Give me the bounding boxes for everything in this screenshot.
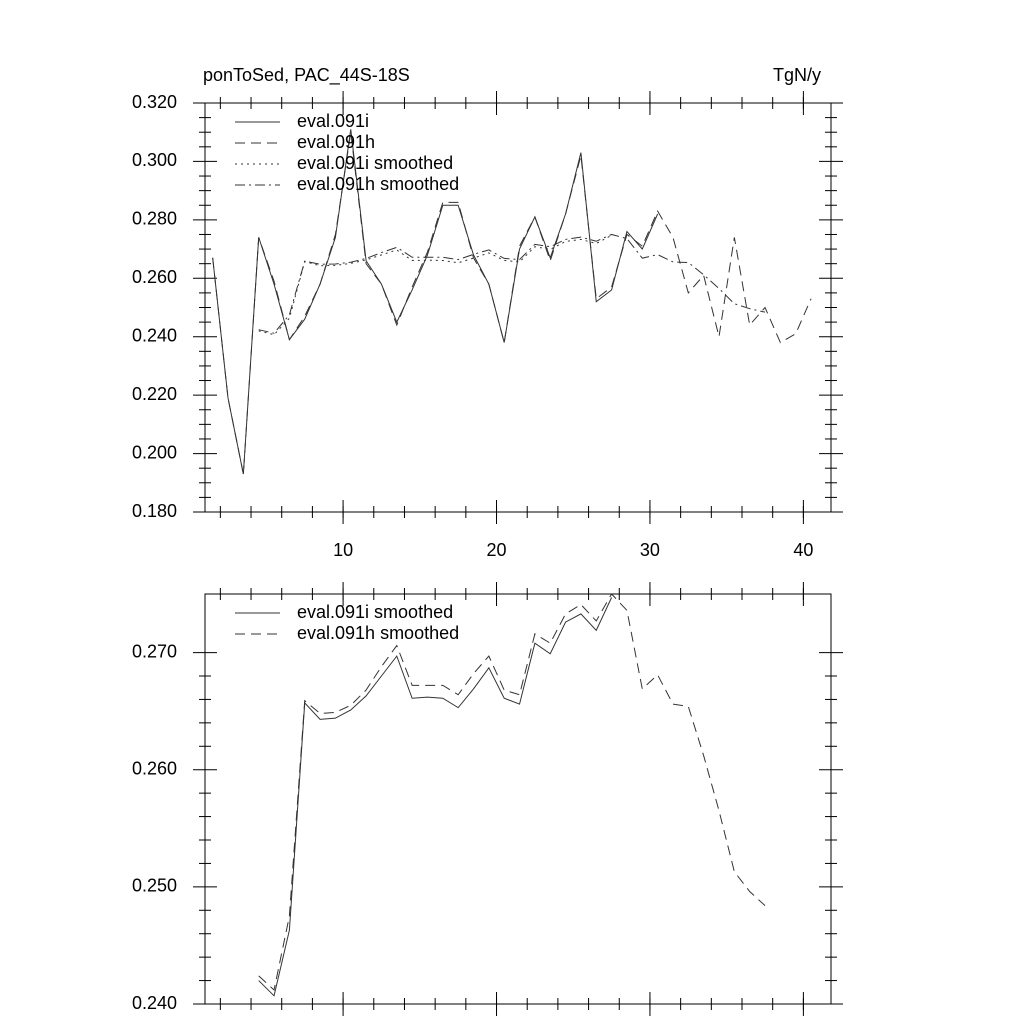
y-tick-label: 0.200 <box>132 442 177 462</box>
y-tick-label: 0.260 <box>132 267 177 287</box>
legend-label: eval.091i smoothed <box>297 153 453 173</box>
legend-label: eval.091i <box>297 111 369 131</box>
legend-label: eval.091h smoothed <box>297 174 459 194</box>
legend-label: eval.091h smoothed <box>297 623 459 643</box>
legend-label: eval.091i smoothed <box>297 602 453 622</box>
series-line <box>258 593 766 991</box>
series-line <box>258 597 613 997</box>
y-tick-label: 0.240 <box>132 325 177 345</box>
y-tick-label: 0.240 <box>132 993 177 1013</box>
x-tick-label: 30 <box>640 540 660 560</box>
y-tick-label: 0.220 <box>132 384 177 404</box>
y-tick-label: 0.270 <box>132 641 177 661</box>
legend-label: eval.091h <box>297 132 375 152</box>
plot-frame <box>204 593 832 1005</box>
x-tick-label: 10 <box>333 540 353 560</box>
x-tick-label: 40 <box>793 540 813 560</box>
unit-label: TgN/y <box>773 65 821 85</box>
y-tick-label: 0.300 <box>132 150 177 170</box>
series-line <box>258 233 766 334</box>
chart-title: ponToSed, PAC_44S-18S <box>203 65 410 86</box>
x-tick-label: 20 <box>487 540 507 560</box>
y-tick-label: 0.280 <box>132 209 177 229</box>
y-tick-label: 0.180 <box>132 501 177 521</box>
y-tick-label: 0.250 <box>132 876 177 896</box>
series-line <box>258 234 612 336</box>
y-tick-label: 0.260 <box>132 758 177 778</box>
y-tick-label: 0.320 <box>132 92 177 112</box>
series-line <box>212 132 812 475</box>
